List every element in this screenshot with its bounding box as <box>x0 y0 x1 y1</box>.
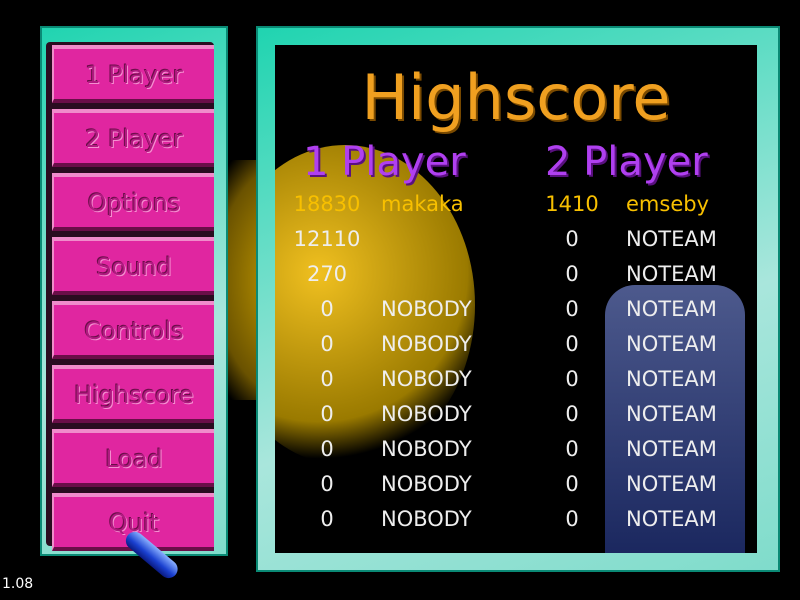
two-player-score: 0 <box>565 402 579 426</box>
page-title: Highscore <box>361 61 671 134</box>
one-player-score: 18830 <box>293 192 361 216</box>
menu-button-2-player[interactable]: 2 Player <box>52 109 214 167</box>
menu-panel: 1 Player 2 Player Options Sound Controls High… <box>40 26 228 556</box>
menu-button-highscore[interactable]: Highscore <box>52 365 214 423</box>
table-row: 0 NOBODY 0 NOTEAM <box>275 367 757 397</box>
one-player-heading: 1 Player <box>303 139 466 185</box>
one-player-name: NOBODY <box>381 437 472 461</box>
one-player-score: 0 <box>320 367 334 391</box>
two-player-heading: 2 Player <box>545 139 708 185</box>
two-player-score: 0 <box>565 262 579 286</box>
two-player-score: 0 <box>565 332 579 356</box>
smiley-image <box>275 145 475 465</box>
table-row: 18830 makaka 1410 emseby <box>275 192 757 222</box>
two-player-score: 1410 <box>545 192 599 216</box>
menu-button-options[interactable]: Options <box>52 173 214 231</box>
two-player-score: 0 <box>565 367 579 391</box>
menu-button-sound[interactable]: Sound <box>52 237 214 295</box>
one-player-score: 0 <box>320 507 334 531</box>
one-player-name: NOBODY <box>381 472 472 496</box>
one-player-score: 0 <box>320 297 334 321</box>
one-player-score: 0 <box>320 472 334 496</box>
two-player-score: 0 <box>565 472 579 496</box>
table-row: 0 NOBODY 0 NOTEAM <box>275 402 757 432</box>
table-row: 0 NOBODY 0 NOTEAM <box>275 472 757 502</box>
highscore-panel: Highscore 1 Player 2 Player 18830 makaka 1… <box>256 26 780 572</box>
one-player-score: 12110 <box>293 227 361 251</box>
two-player-name: NOTEAM <box>626 262 717 286</box>
table-row: 270 0 NOTEAM <box>275 262 757 292</box>
two-player-name: emseby <box>626 192 709 216</box>
one-player-score: 0 <box>320 402 334 426</box>
two-player-name: NOTEAM <box>626 297 717 321</box>
menu-button-load[interactable]: Load <box>52 429 214 487</box>
one-player-score: 0 <box>320 437 334 461</box>
one-player-score: 0 <box>320 332 334 356</box>
one-player-name: NOBODY <box>381 297 472 321</box>
table-row: 0 NOBODY 0 NOTEAM <box>275 297 757 327</box>
table-row: 0 NOBODY 0 NOTEAM <box>275 507 757 537</box>
blue-shape-image <box>605 285 745 553</box>
two-player-name: NOTEAM <box>626 367 717 391</box>
one-player-name: NOBODY <box>381 367 472 391</box>
two-player-score: 0 <box>565 507 579 531</box>
menu-button-1-player[interactable]: 1 Player <box>52 45 214 103</box>
one-player-name: NOBODY <box>381 507 472 531</box>
two-player-name: NOTEAM <box>626 332 717 356</box>
two-player-name: NOTEAM <box>626 402 717 426</box>
one-player-name: NOBODY <box>381 332 472 356</box>
one-player-name: makaka <box>381 192 464 216</box>
two-player-score: 0 <box>565 227 579 251</box>
menu-list: 1 Player 2 Player Options Sound Controls High… <box>46 42 214 551</box>
version-label: 1.08 <box>2 576 34 592</box>
table-row: 0 NOBODY 0 NOTEAM <box>275 437 757 467</box>
two-player-name: NOTEAM <box>626 227 717 251</box>
menu-button-controls[interactable]: Controls <box>52 301 214 359</box>
table-row: 0 NOBODY 0 NOTEAM <box>275 332 757 362</box>
highscore-board: Highscore 1 Player 2 Player 18830 makaka 1… <box>275 45 757 553</box>
two-player-name: NOTEAM <box>626 507 717 531</box>
table-row: 12110 0 NOTEAM <box>275 227 757 257</box>
two-player-score: 0 <box>565 437 579 461</box>
two-player-score: 0 <box>565 297 579 321</box>
two-player-name: NOTEAM <box>626 472 717 496</box>
one-player-name: NOBODY <box>381 402 472 426</box>
two-player-name: NOTEAM <box>626 437 717 461</box>
one-player-score: 270 <box>306 262 348 286</box>
